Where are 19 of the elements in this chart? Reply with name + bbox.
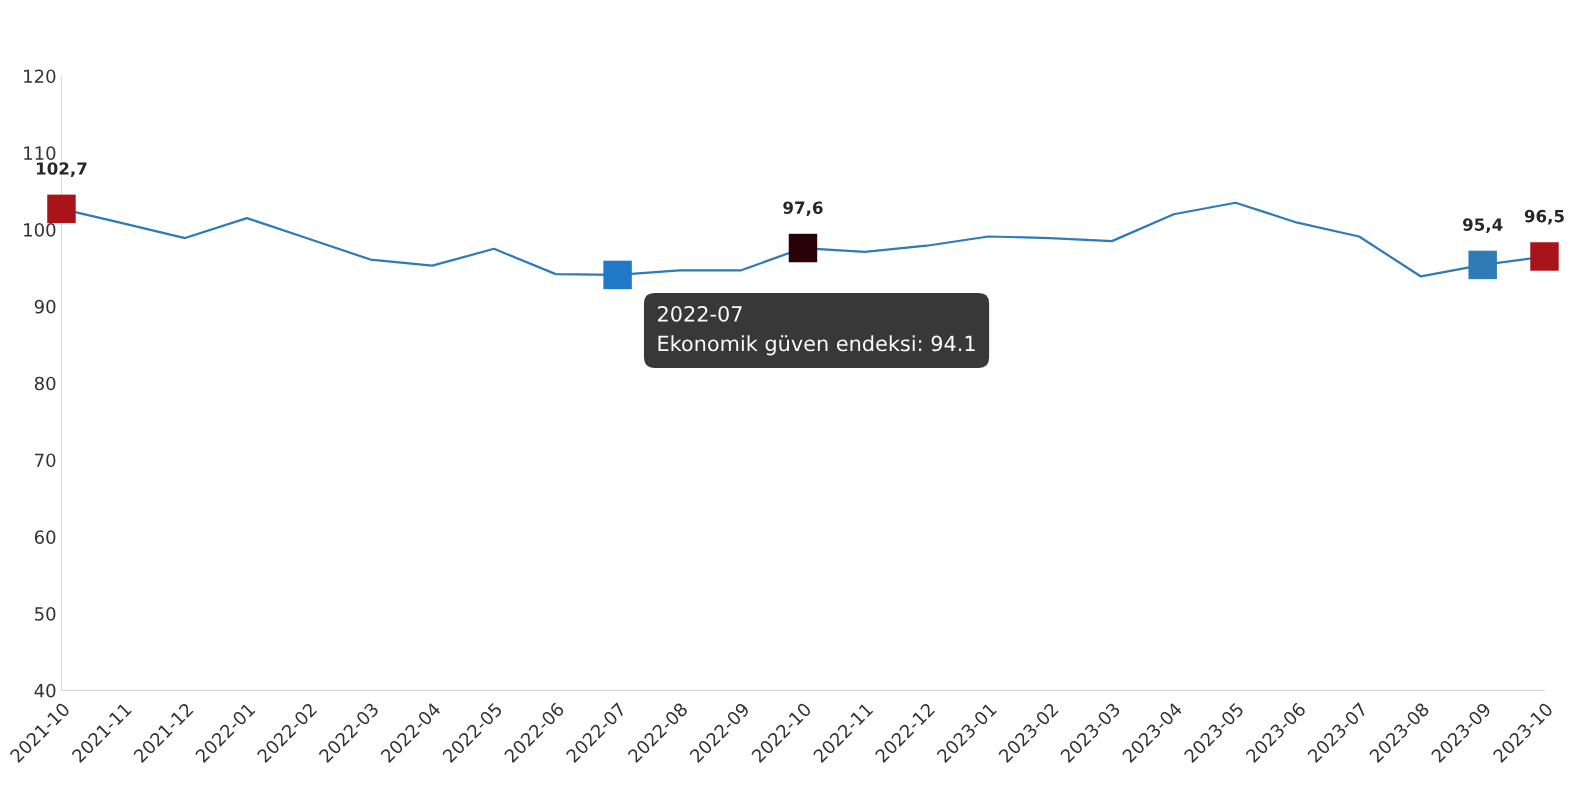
y-tick-label: 110 bbox=[24, 146, 56, 160]
y-tick-label: 100 bbox=[24, 223, 56, 237]
point bbox=[47, 194, 76, 224]
point bbox=[1530, 242, 1559, 271]
y-tick-label: 120 bbox=[24, 69, 56, 84]
y-tick-label: 40 bbox=[34, 683, 56, 698]
y-tick-label: 70 bbox=[35, 453, 56, 468]
data-label: 96,5 bbox=[1524, 209, 1564, 225]
annotation: 2022-07 Ekonomik güven endeksi: 94.1 bbox=[658, 305, 975, 356]
data-label: 97,6 bbox=[783, 201, 823, 217]
y-tick-label: 80 bbox=[34, 376, 56, 391]
y-tick-label: 50 bbox=[35, 607, 56, 621]
point bbox=[603, 260, 632, 290]
point bbox=[1468, 250, 1497, 280]
data-label: 102,7 bbox=[36, 162, 87, 177]
point bbox=[788, 233, 818, 263]
y-tick-label: 90 bbox=[34, 299, 56, 314]
data-label: 95,4 bbox=[1462, 218, 1503, 234]
y-tick-label: 60 bbox=[34, 530, 56, 544]
